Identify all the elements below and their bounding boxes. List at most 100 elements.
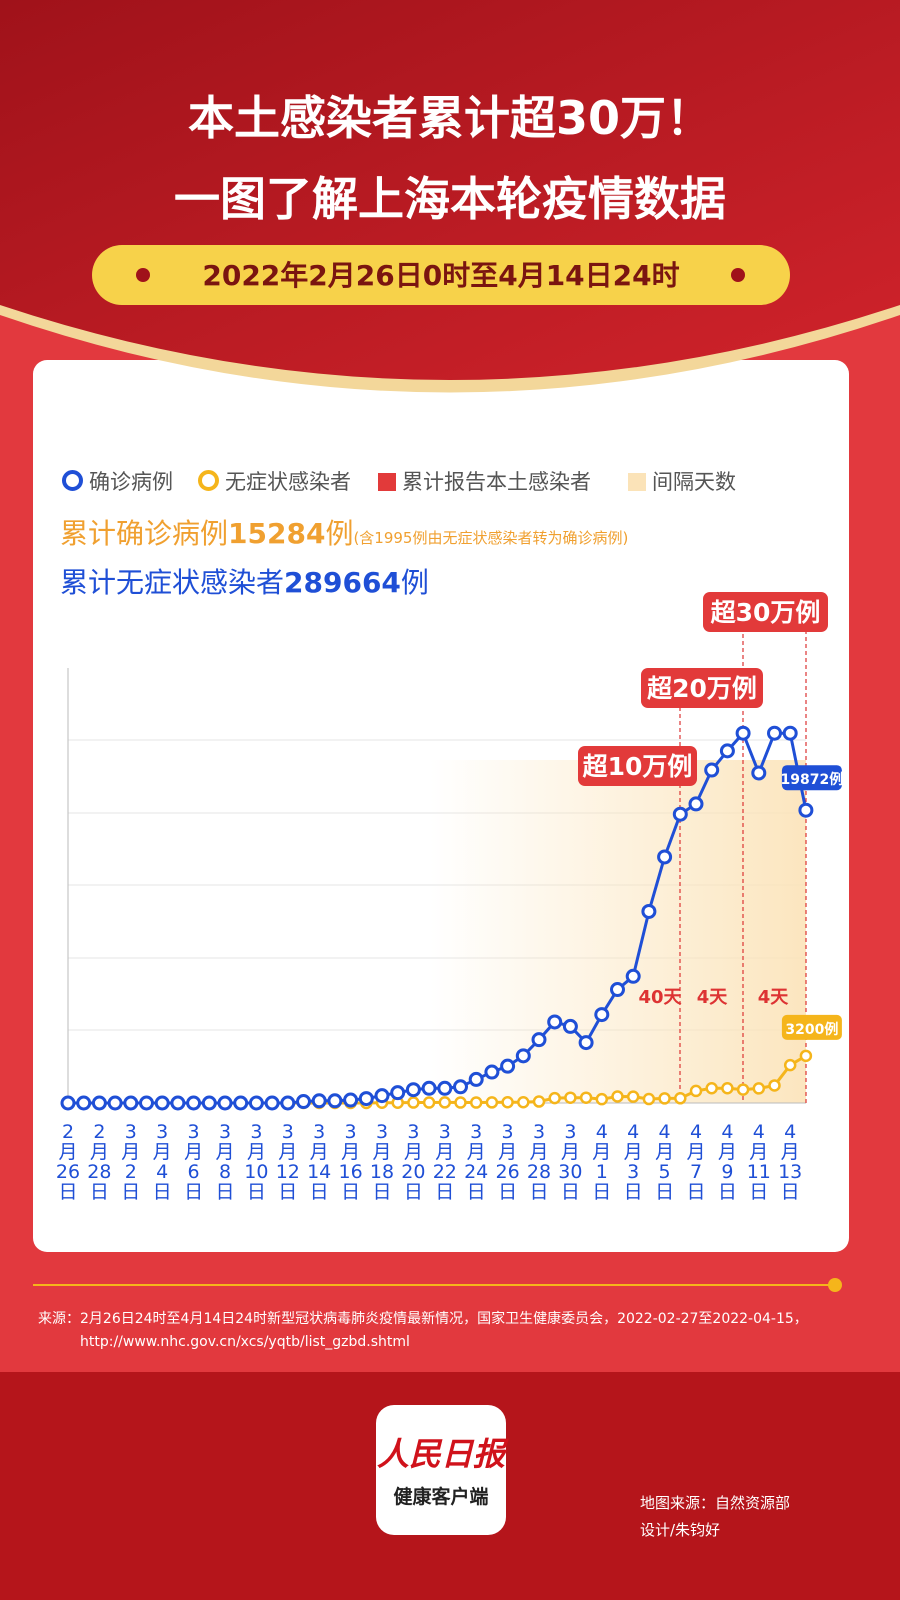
- data-point: [469, 1096, 483, 1109]
- period: 2022年2月26日0时至4月14日24时: [202, 259, 679, 292]
- data-point: [610, 982, 625, 998]
- value-label-bg: [781, 765, 842, 791]
- title: 一图了解上海本轮疫情数据: [174, 172, 726, 226]
- interval-label: 4天: [697, 987, 729, 1008]
- data-point: [625, 968, 641, 984]
- x-tick-label: 4月11日: [746, 1121, 771, 1203]
- data-point: [343, 1092, 359, 1108]
- data-point: [123, 1095, 139, 1111]
- data-point: [217, 1095, 233, 1111]
- data-point: [658, 1092, 671, 1105]
- x-tick-label: 2月28日: [87, 1121, 112, 1203]
- legend-item: 累计报告本土感染者: [378, 466, 591, 496]
- data-point: [60, 1095, 76, 1111]
- data-point: [782, 725, 798, 741]
- logo-sub: 健康客户端: [393, 1485, 488, 1508]
- x-tick-label: 4月5日: [655, 1121, 675, 1203]
- data-point: [107, 1095, 123, 1111]
- stat-unit: 例: [400, 566, 429, 599]
- data-point: [579, 1091, 593, 1104]
- data-point: [453, 1079, 468, 1095]
- logo: 人民日报: [377, 1435, 509, 1473]
- data-point: [421, 1080, 437, 1096]
- data-point: [437, 1080, 453, 1096]
- data-point: [233, 1095, 249, 1111]
- period-banner: [92, 245, 790, 305]
- banner-dot: [136, 268, 150, 282]
- data-point: [484, 1064, 500, 1080]
- title: 本土感染者累计超30万！: [187, 91, 712, 145]
- x-tick-label: 3月8日: [215, 1121, 235, 1203]
- stat-value: 289664: [284, 566, 401, 599]
- data-point: [721, 1082, 734, 1095]
- x-tick-label: 3月26日: [495, 1121, 520, 1203]
- x-tick-label: 4月13日: [778, 1121, 803, 1203]
- data-point: [407, 1096, 420, 1109]
- legend-label: 无症状感染者: [225, 470, 351, 494]
- logo-box: [376, 1405, 506, 1535]
- value-label: 3200例: [785, 1021, 838, 1038]
- data-point: [578, 1035, 594, 1051]
- milestone-box: [641, 668, 763, 708]
- legend-label: 累计报告本土感染者: [402, 470, 591, 494]
- data-point: [641, 903, 657, 919]
- interval-label: 40天: [638, 987, 682, 1008]
- data-point: [672, 806, 688, 822]
- data-point: [719, 743, 735, 759]
- x-tick-label: 3月12日: [275, 1121, 300, 1203]
- data-point: [799, 1049, 813, 1063]
- legend-label: 间隔天数: [652, 470, 736, 494]
- data-point: [735, 725, 751, 741]
- x-tick-label: 4月3日: [623, 1121, 643, 1203]
- stat-label: 累计无症状感染者: [60, 566, 285, 599]
- data-point: [500, 1058, 516, 1074]
- data-point: [768, 1079, 781, 1092]
- data-point: [548, 1091, 561, 1105]
- x-tick-label: 3月2日: [121, 1121, 141, 1203]
- data-point: [704, 762, 720, 778]
- data-point: [594, 1007, 610, 1023]
- stat-note: (含1995例由无症状感染者转为确诊病例): [353, 529, 629, 547]
- x-tick-label: 3月22日: [432, 1121, 457, 1203]
- x-tick-label: 3月24日: [464, 1121, 489, 1203]
- data-point: [515, 1048, 531, 1064]
- data-point: [454, 1096, 467, 1109]
- data-point: [564, 1091, 577, 1104]
- stat-asymptomatic: 累计无症状感染者289664例: [60, 561, 429, 601]
- x-tick-label: 3月20日: [401, 1121, 426, 1203]
- legend-item: 间隔天数: [628, 466, 736, 496]
- x-tick-label: 3月28日: [526, 1121, 552, 1203]
- credit: 地图来源：自然资源部: [640, 1494, 790, 1512]
- data-point: [736, 1083, 750, 1096]
- x-tick-label: 4月1日: [592, 1121, 612, 1203]
- data-point: [688, 796, 704, 812]
- data-point: [783, 1058, 797, 1072]
- legend-swatch: [62, 470, 83, 491]
- data-point: [438, 1096, 452, 1109]
- data-point: [76, 1095, 92, 1111]
- milestone-label: 超10万例: [583, 752, 693, 781]
- data-point: [767, 725, 782, 741]
- milestone-label: 超20万例: [647, 674, 757, 703]
- credit: 设计/朱钧好: [640, 1521, 720, 1539]
- data-point: [296, 1094, 311, 1110]
- data-point: [201, 1095, 217, 1111]
- legend-item: 无症状感染者: [198, 466, 351, 496]
- data-point: [91, 1095, 107, 1111]
- stat-confirmed: 累计确诊病例15284例(含1995例由无症状感染者转为确诊病例): [60, 512, 628, 552]
- data-point: [280, 1095, 296, 1111]
- data-point: [327, 1093, 343, 1109]
- data-point: [531, 1032, 547, 1048]
- legend-swatch: [378, 473, 396, 491]
- data-point: [517, 1096, 530, 1109]
- legend-swatch: [198, 470, 219, 491]
- data-point: [358, 1091, 374, 1107]
- value-label: 19872例: [781, 771, 844, 788]
- data-point: [752, 1082, 766, 1095]
- data-point: [422, 1096, 436, 1109]
- legend-item: 确诊病例: [62, 466, 173, 496]
- source: 来源：2月26日24时至4月14日24时新型冠状病毒肺炎疫情最新情况，国家卫生健…: [38, 1310, 808, 1327]
- x-tick-label: 3月18日: [369, 1121, 395, 1203]
- data-point: [547, 1014, 563, 1030]
